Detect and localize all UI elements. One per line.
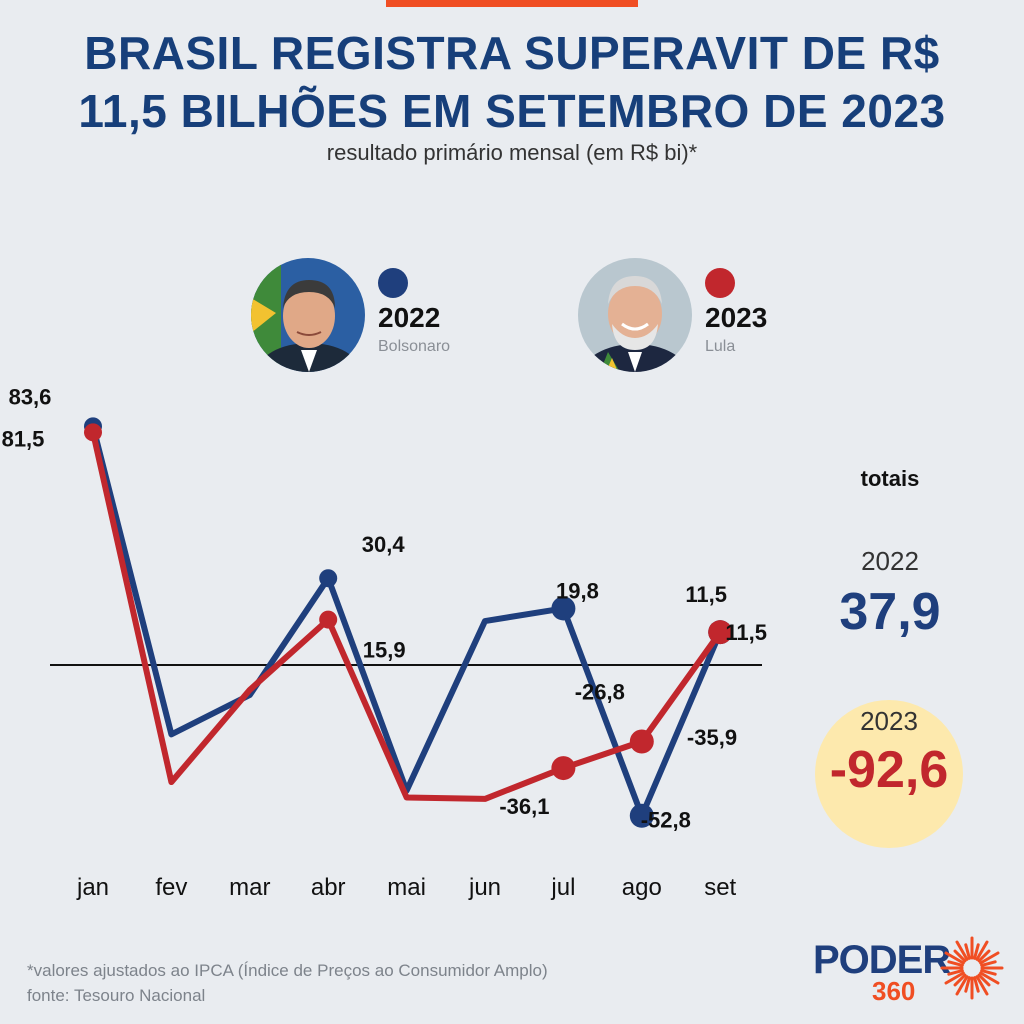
chart-subtitle: resultado primário mensal (em R$ bi)* — [326, 140, 698, 165]
x-tick-jul: jul — [550, 874, 575, 901]
legend-dot-2023 — [705, 268, 735, 298]
total-2022-year: 2022 — [861, 546, 919, 576]
x-tick-jan: jan — [76, 874, 109, 901]
title-line-2: 11,5 BILHÕES EM SETEMBRO DE 2023 — [78, 85, 946, 137]
footnote: *valores ajustados ao IPCA (Índice de Pr… — [27, 958, 548, 1008]
data-label-extra-0: -35,9 — [687, 725, 737, 750]
sunburst-ray — [964, 976, 971, 993]
point-2023-abr — [319, 610, 338, 629]
footnote-source: fonte: Tesouro Nacional — [27, 986, 206, 1005]
data-label-2022-jul: 19,8 — [556, 578, 599, 603]
point-2023-jan — [84, 423, 102, 442]
sunburst-ray — [947, 960, 964, 967]
total-2023-highlight-circle — [815, 700, 963, 848]
brand-name: PODER — [813, 938, 951, 982]
data-label-2022-ago: -52,8 — [641, 808, 691, 833]
sunburst-ray — [964, 943, 971, 960]
x-tick-set: set — [704, 874, 736, 901]
title-line-1: BRASIL REGISTRA SUPERAVIT DE R$ — [84, 27, 940, 79]
x-tick-fev: fev — [155, 874, 187, 901]
point-2023-jul — [551, 756, 576, 781]
data-label-2022-jan: 83,6 — [9, 384, 52, 409]
sunburst-ray — [975, 940, 989, 961]
sunburst-ray — [979, 971, 1000, 985]
point-2022-abr — [319, 569, 338, 588]
total-2023-year: 2023 — [860, 706, 918, 736]
sunburst-ray — [975, 975, 989, 996]
total-2023-value: -92,6 — [829, 741, 949, 799]
point-2023-set — [708, 620, 733, 645]
x-tick-mai: mai — [387, 874, 426, 901]
x-tick-mar: mar — [229, 874, 270, 901]
data-label-2022-abr: 30,4 — [362, 532, 406, 557]
chart-title: BRASIL REGISTRA SUPERAVIT DE R$ 11,5 BIL… — [0, 24, 1024, 140]
sunburst-ray — [973, 976, 980, 993]
sunburst-ray — [973, 943, 980, 960]
x-axis-ticks: jan fev mar abr mai jun jul ago set — [76, 874, 737, 901]
data-label-2023-abr: 15,9 — [363, 638, 406, 663]
sunburst-ray — [953, 949, 967, 963]
x-tick-jun: jun — [468, 874, 501, 901]
legend-year-2023: 2023 — [705, 302, 768, 333]
sunburst-ray — [977, 973, 991, 987]
sunburst-ray — [980, 969, 997, 976]
total-2022-value: 37,9 — [839, 583, 941, 641]
sunburst-ray — [980, 960, 997, 967]
sunburst-ray — [944, 971, 965, 985]
sunburst-ray — [955, 940, 969, 961]
sunburst-ray — [977, 949, 991, 963]
brand-number: 360 — [872, 976, 916, 1006]
top-accent-bar — [386, 0, 638, 7]
point-2022-jul — [551, 596, 576, 621]
sunburst-ray — [979, 951, 1000, 965]
legend-name-2022: Bolsonaro — [378, 338, 451, 355]
x-tick-abr: abr — [311, 874, 346, 901]
x-tick-ago: ago — [622, 874, 662, 901]
sunburst-ray — [944, 951, 965, 965]
point-2022-ago — [629, 803, 654, 828]
data-label-2023-set: 11,5 — [685, 582, 727, 607]
series-line-2022 — [90, 425, 723, 819]
legend-year-2022: 2022 — [378, 302, 441, 333]
data-label-2023-ago: -26,8 — [575, 680, 625, 705]
sunburst-ray — [955, 975, 969, 996]
sunburst-ray — [953, 973, 967, 987]
data-labels: 83,6 30,4 19,8 -52,8 11,5 81,5 15,9 -36,1 -26,8 1… — [2, 384, 767, 832]
series-group — [84, 417, 733, 828]
data-label-2022-set: 11,5 — [725, 620, 767, 645]
sunburst-ray — [947, 969, 964, 976]
data-label-2023-jul: -36,1 — [499, 794, 549, 819]
lula-portrait-icon — [578, 258, 692, 372]
sunburst-logo-icon — [940, 936, 1004, 1000]
legend-name-2023: Lula — [705, 338, 736, 355]
sunburst-rays — [940, 936, 1004, 1000]
totals-heading: totais — [860, 466, 920, 491]
legend-dot-2022 — [378, 268, 408, 298]
series-line-2023 — [90, 431, 723, 802]
data-label-2023-jan: 81,5 — [2, 426, 45, 451]
point-2023-ago — [629, 729, 654, 754]
footnote-ipca: *valores ajustados ao IPCA (Índice de Pr… — [27, 961, 548, 980]
